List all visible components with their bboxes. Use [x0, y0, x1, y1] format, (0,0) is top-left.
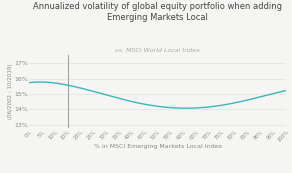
Text: Annualized volatility of global equity portfolio when adding
Emerging Markets Lo: Annualized volatility of global equity p…: [33, 2, 282, 22]
Text: vs. MSCI World Local Index: vs. MSCI World Local Index: [115, 48, 200, 53]
X-axis label: % in MSCI Emerging Markets Local Index: % in MSCI Emerging Markets Local Index: [94, 144, 222, 149]
Y-axis label: (06/2002 - 10/2019): (06/2002 - 10/2019): [8, 64, 13, 119]
